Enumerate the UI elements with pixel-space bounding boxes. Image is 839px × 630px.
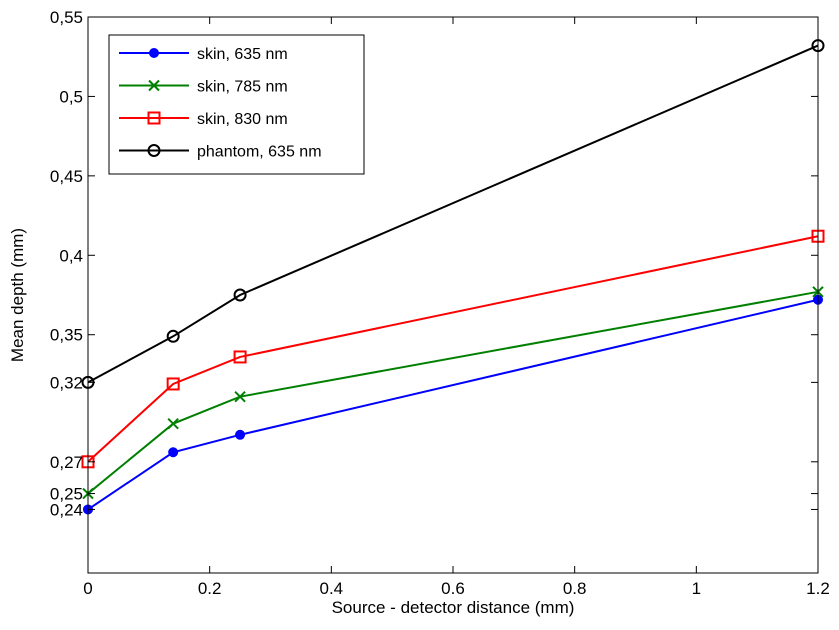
x-marker-stroke	[148, 79, 160, 92]
legend-label: skin, 785 nm	[197, 79, 288, 96]
circle-marker	[166, 329, 180, 343]
x-marker	[148, 79, 160, 92]
dot-marker	[149, 48, 159, 58]
circle-marker	[233, 288, 247, 302]
series-line	[87, 44, 819, 384]
x-tick-label: 0.4	[320, 579, 344, 598]
y-tick-label: 0,25	[50, 485, 83, 504]
x-marker-stroke	[234, 390, 246, 403]
y-tick-label: 0,45	[50, 167, 83, 186]
dot-marker	[168, 447, 179, 458]
y-tick-label: 0,5	[59, 87, 83, 106]
y-tick-label: 0,24	[50, 500, 83, 519]
legend-entry: phantom, 635 nm	[119, 144, 322, 161]
x-tick-label: 0.2	[198, 579, 222, 598]
legend-entry: skin, 785 nm	[119, 79, 288, 96]
y-axis-label: Mean depth (mm)	[8, 228, 27, 362]
x-tick-label: 1.2	[806, 579, 830, 598]
y-tick-label: 0,4	[59, 246, 83, 265]
legend-entry: skin, 830 nm	[119, 111, 288, 128]
x-marker	[234, 390, 246, 403]
dot-marker	[235, 429, 246, 440]
y-axis-ticks: 0,240,25 0,27 0,32 0,35 0,4 0,45 0,5 0,55	[50, 8, 818, 519]
x-axis-label: Source - detector distance (mm)	[332, 598, 575, 617]
square-marker	[166, 377, 180, 391]
series-layer	[81, 39, 825, 515]
y-tick-label: 0,35	[50, 326, 83, 345]
y-tick-label: 0,55	[50, 8, 83, 27]
series-0	[83, 294, 823, 515]
y-tick-label: 0,27	[50, 453, 83, 472]
x-marker	[167, 417, 179, 430]
square-marker	[233, 350, 247, 364]
legend-entry: skin, 635 nm	[119, 46, 288, 63]
legend: skin, 635 nm skin, 785 nm skin, 830 nm phan…	[108, 34, 365, 175]
x-tick-label: 0	[83, 579, 92, 598]
x-tick-label: 1	[692, 579, 701, 598]
series-line	[87, 235, 819, 463]
circle-marker	[147, 144, 161, 157]
series-line	[87, 290, 819, 495]
legend-entries: skin, 635 nm skin, 785 nm skin, 830 nm phan…	[119, 46, 322, 161]
y-tick-label: 0,32	[50, 373, 83, 392]
square-marker	[147, 111, 161, 125]
x-marker-stroke	[167, 417, 179, 430]
legend-label: skin, 635 nm	[197, 46, 288, 63]
series-line	[87, 298, 819, 511]
x-axis-ticks: 0 0.2 0.4 0.6 0.8 1 1.2	[83, 17, 830, 598]
legend-label: phantom, 635 nm	[197, 144, 322, 161]
x-tick-label: 0.6	[441, 579, 465, 598]
x-tick-label: 0.8	[563, 579, 587, 598]
legend-label: skin, 830 nm	[197, 111, 288, 128]
